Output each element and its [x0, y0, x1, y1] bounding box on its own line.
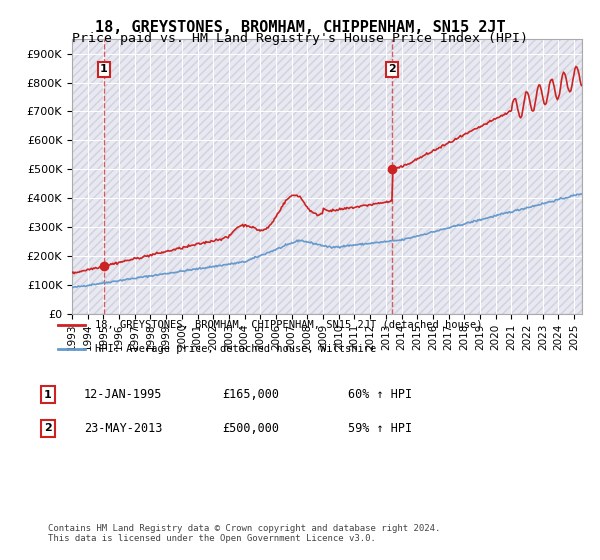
- Text: £165,000: £165,000: [222, 388, 279, 402]
- Text: 2: 2: [44, 423, 52, 433]
- Text: 1: 1: [44, 390, 52, 400]
- Text: £500,000: £500,000: [222, 422, 279, 435]
- Text: 23-MAY-2013: 23-MAY-2013: [84, 422, 163, 435]
- Text: Price paid vs. HM Land Registry's House Price Index (HPI): Price paid vs. HM Land Registry's House …: [72, 32, 528, 45]
- Text: HPI: Average price, detached house, Wiltshire: HPI: Average price, detached house, Wilt…: [95, 344, 376, 353]
- Text: 59% ↑ HPI: 59% ↑ HPI: [348, 422, 412, 435]
- Text: 18, GREYSTONES, BROMHAM, CHIPPENHAM, SN15 2JT: 18, GREYSTONES, BROMHAM, CHIPPENHAM, SN1…: [95, 20, 505, 35]
- Text: Contains HM Land Registry data © Crown copyright and database right 2024.
This d: Contains HM Land Registry data © Crown c…: [48, 524, 440, 543]
- Text: 2: 2: [388, 64, 396, 74]
- Text: 18, GREYSTONES, BROMHAM, CHIPPENHAM, SN15 2JT (detached house): 18, GREYSTONES, BROMHAM, CHIPPENHAM, SN1…: [95, 320, 482, 330]
- Text: 12-JAN-1995: 12-JAN-1995: [84, 388, 163, 402]
- Text: 60% ↑ HPI: 60% ↑ HPI: [348, 388, 412, 402]
- Text: 1: 1: [100, 64, 108, 74]
